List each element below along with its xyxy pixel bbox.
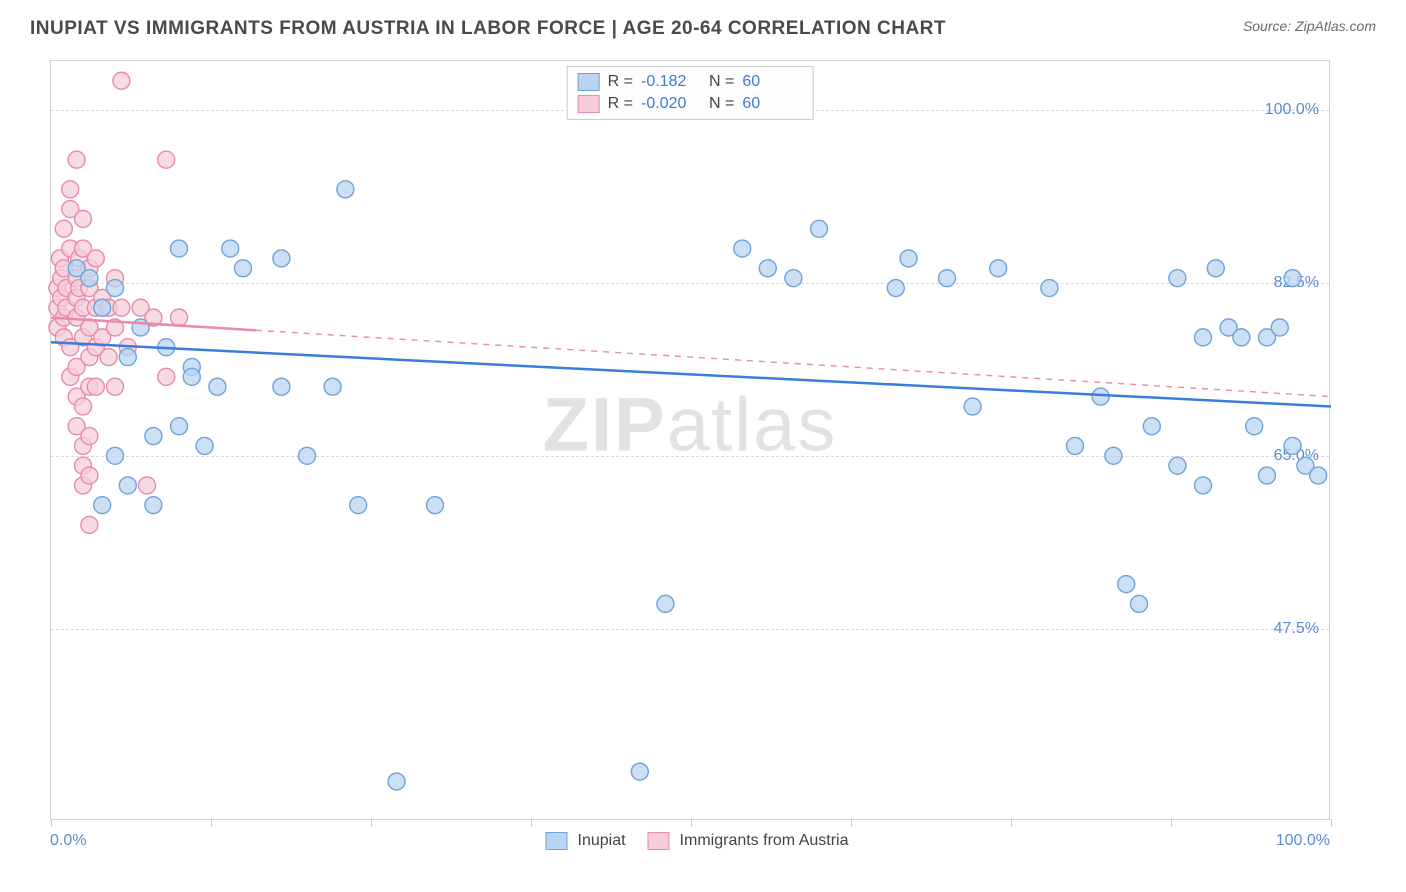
data-point [1259,467,1276,484]
data-point [1246,418,1263,435]
data-point [939,270,956,287]
data-point [1067,437,1084,454]
x-tick [851,819,852,827]
data-point [900,250,917,267]
data-point [113,72,130,89]
data-point [113,299,130,316]
data-point [171,240,188,257]
data-point [222,240,239,257]
data-point [1143,418,1160,435]
data-point [183,368,200,385]
data-point [1284,437,1301,454]
data-point [324,378,341,395]
data-point [887,280,904,297]
chart-title: INUPIAT VS IMMIGRANTS FROM AUSTRIA IN LA… [30,18,946,40]
data-point [87,378,104,395]
data-point [1131,595,1148,612]
legend-label: Inupiat [578,832,626,850]
data-point [81,428,98,445]
data-point [81,467,98,484]
data-point [273,250,290,267]
data-point [1310,467,1327,484]
legend-label: Immigrants from Austria [680,832,849,850]
data-point [785,270,802,287]
trend-line-extrapolated [256,330,1331,396]
data-point [75,398,92,415]
data-point [337,181,354,198]
data-point [62,181,79,198]
data-point [1169,270,1186,287]
data-point [94,299,111,316]
data-point [1041,280,1058,297]
data-point [100,349,117,366]
data-point [94,497,111,514]
x-tick [531,819,532,827]
data-point [209,378,226,395]
source-attribution: Source: ZipAtlas.com [1243,18,1376,34]
data-point [811,220,828,237]
data-point [68,151,85,168]
data-point [1118,576,1135,593]
x-tick [51,819,52,827]
x-axis-min-label: 0.0% [50,832,86,850]
trend-line [51,342,1331,406]
data-point [273,378,290,395]
x-tick [1331,819,1332,827]
data-point [1271,319,1288,336]
data-point [145,428,162,445]
data-point [107,447,124,464]
data-point [964,398,981,415]
data-point [388,773,405,790]
scatter-plot-svg [51,61,1329,819]
data-point [631,763,648,780]
data-point [171,309,188,326]
x-tick [371,819,372,827]
x-tick [1171,819,1172,827]
data-point [119,349,136,366]
data-point [158,368,175,385]
data-point [81,270,98,287]
data-point [196,437,213,454]
data-point [107,280,124,297]
data-point [1195,329,1212,346]
data-point [759,260,776,277]
data-point [657,595,674,612]
data-point [87,250,104,267]
data-point [158,151,175,168]
data-point [427,497,444,514]
data-point [145,497,162,514]
legend-swatch [648,832,670,850]
data-point [119,477,136,494]
x-tick [211,819,212,827]
data-point [1169,457,1186,474]
data-point [350,497,367,514]
x-tick [1011,819,1012,827]
series-legend: Inupiat Immigrants from Austria [546,832,861,850]
data-point [734,240,751,257]
data-point [55,220,72,237]
legend-swatch [546,832,568,850]
data-point [1207,260,1224,277]
data-point [107,378,124,395]
x-axis-max-label: 100.0% [1276,832,1330,850]
data-point [81,516,98,533]
chart-plot-area: ZIPatlas 47.5%65.0%82.5%100.0% R = -0.18… [50,60,1330,820]
x-tick [691,819,692,827]
data-point [1233,329,1250,346]
data-point [299,447,316,464]
data-point [1092,388,1109,405]
data-point [139,477,156,494]
data-point [1195,477,1212,494]
data-point [75,210,92,227]
data-point [235,260,252,277]
data-point [1284,270,1301,287]
data-point [1105,447,1122,464]
data-point [990,260,1007,277]
data-point [171,418,188,435]
